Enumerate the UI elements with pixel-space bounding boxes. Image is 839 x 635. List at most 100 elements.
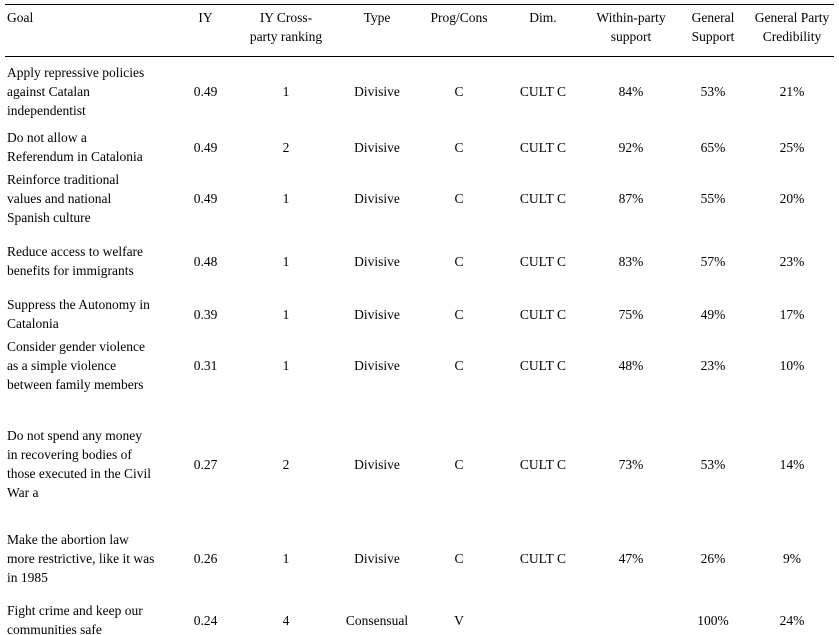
column-header-within-party-support: Within-party support bbox=[596, 10, 666, 44]
cell-goal: Reinforce traditional values and nationa… bbox=[7, 172, 120, 225]
cell-general-support: 55% bbox=[700, 191, 726, 206]
cell-prog-cons: C bbox=[454, 84, 464, 99]
cell-iy: 0.39 bbox=[193, 306, 218, 322]
cell-general-party-credibility: 10% bbox=[779, 358, 805, 373]
cell-prog-cons: V bbox=[454, 612, 464, 628]
cell-type: Divisive bbox=[354, 84, 400, 99]
table-row: Do not spend any money in recovering bod… bbox=[5, 396, 834, 510]
cell-iy: 0.48 bbox=[193, 253, 218, 269]
cell-iy: 0.27 bbox=[193, 456, 218, 472]
cell-iy: 0.49 bbox=[193, 139, 218, 155]
cell-dim: CULT C bbox=[519, 253, 567, 269]
goals-data-table: Goal IY IY Cross- party ranking Type Pro… bbox=[5, 4, 834, 635]
column-header-general-party-credibility: General Party Credibility bbox=[754, 10, 830, 44]
table-row: Reduce access to welfare benefits for im… bbox=[5, 229, 834, 282]
cell-type: Divisive bbox=[354, 358, 400, 373]
cell-prog-cons: C bbox=[454, 139, 464, 155]
cell-iy-cross-party-ranking: 2 bbox=[282, 139, 290, 155]
cell-within-party-support: 92% bbox=[618, 139, 644, 155]
cell-iy: 0.24 bbox=[193, 612, 218, 628]
cell-goal: Do not spend any money in recovering bod… bbox=[7, 428, 151, 500]
header-row: Goal IY IY Cross- party ranking Type Pro… bbox=[5, 4, 834, 57]
table-row: Make the abortion law more restrictive, … bbox=[5, 510, 834, 589]
column-header-iy-cross-party-ranking: IY Cross- party ranking bbox=[249, 10, 323, 44]
cell-within-party-support: 47% bbox=[618, 551, 644, 566]
cell-general-party-credibility: 9% bbox=[783, 551, 801, 566]
cell-type: Divisive bbox=[354, 191, 400, 206]
cell-general-support: 26% bbox=[700, 551, 726, 566]
table-row: Apply repressive policies against Catala… bbox=[5, 57, 834, 125]
column-header-general-support: General Support bbox=[691, 10, 735, 44]
cell-goal: Reduce access to welfare benefits for im… bbox=[7, 244, 144, 278]
cell-dim: CULT C bbox=[519, 306, 567, 322]
cell-goal: Consider gender violence as a simple vio… bbox=[7, 339, 145, 392]
cell-prog-cons: C bbox=[454, 306, 464, 322]
cell-within-party-support: 75% bbox=[618, 306, 644, 322]
cell-dim bbox=[500, 589, 586, 635]
cell-type: Divisive bbox=[354, 551, 400, 566]
column-header-type: Type bbox=[363, 10, 391, 25]
cell-prog-cons: C bbox=[454, 456, 464, 472]
table-row: Fight crime and keep our communities saf… bbox=[5, 589, 834, 635]
cell-general-party-credibility: 20% bbox=[779, 191, 805, 206]
cell-within-party-support: 73% bbox=[618, 456, 644, 472]
cell-type: Divisive bbox=[354, 253, 400, 269]
cell-goal: Fight crime and keep our communities saf… bbox=[7, 603, 143, 635]
cell-type: Consensual bbox=[345, 612, 409, 628]
cell-iy: 0.49 bbox=[193, 191, 218, 206]
cell-general-party-credibility: 14% bbox=[779, 456, 805, 472]
cell-within-party-support: 48% bbox=[618, 358, 644, 373]
table-row: Reinforce traditional values and nationa… bbox=[5, 168, 834, 229]
cell-iy-cross-party-ranking: 4 bbox=[282, 612, 290, 628]
cell-iy-cross-party-ranking: 1 bbox=[282, 551, 290, 566]
cell-general-support: 49% bbox=[700, 306, 726, 322]
cell-prog-cons: C bbox=[454, 358, 464, 373]
cell-general-support: 65% bbox=[700, 139, 726, 155]
cell-iy-cross-party-ranking: 1 bbox=[282, 358, 290, 373]
cell-type: Divisive bbox=[354, 139, 400, 155]
cell-dim: CULT C bbox=[519, 456, 567, 472]
cell-type: Divisive bbox=[354, 456, 400, 472]
cell-general-support: 100% bbox=[697, 612, 729, 628]
column-header-prog-cons: Prog/Cons bbox=[430, 10, 488, 25]
cell-within-party-support bbox=[586, 589, 676, 635]
cell-general-support: 53% bbox=[700, 84, 726, 99]
cell-iy-cross-party-ranking: 1 bbox=[282, 191, 290, 206]
cell-iy-cross-party-ranking: 1 bbox=[282, 253, 290, 269]
cell-general-party-credibility: 17% bbox=[779, 306, 805, 322]
cell-iy-cross-party-ranking: 2 bbox=[282, 456, 290, 472]
cell-dim: CULT C bbox=[519, 139, 567, 155]
cell-general-support: 23% bbox=[700, 358, 726, 373]
cell-within-party-support: 84% bbox=[618, 84, 644, 99]
table-body: Apply repressive policies against Catala… bbox=[5, 57, 834, 635]
cell-dim: CULT C bbox=[519, 358, 567, 373]
cell-within-party-support: 87% bbox=[618, 191, 644, 206]
cell-goal: Do not allow a Referendum in Catalonia bbox=[7, 130, 143, 164]
cell-prog-cons: C bbox=[454, 253, 464, 269]
cell-type: Divisive bbox=[354, 306, 400, 322]
column-header-dim: Dim. bbox=[529, 10, 557, 25]
column-header-goal: Goal bbox=[7, 10, 34, 25]
cell-iy-cross-party-ranking: 1 bbox=[282, 306, 290, 322]
cell-general-party-credibility: 21% bbox=[779, 84, 805, 99]
cell-general-party-credibility: 25% bbox=[779, 139, 805, 155]
cell-dim: CULT C bbox=[519, 551, 567, 566]
cell-goal: Make the abortion law more restrictive, … bbox=[7, 532, 155, 585]
cell-iy: 0.26 bbox=[193, 551, 218, 566]
table-header: Goal IY IY Cross- party ranking Type Pro… bbox=[5, 4, 834, 57]
cell-prog-cons: C bbox=[454, 551, 464, 566]
cell-iy: 0.31 bbox=[193, 358, 218, 373]
cell-prog-cons: C bbox=[454, 191, 464, 206]
cell-iy-cross-party-ranking: 1 bbox=[282, 84, 290, 99]
cell-general-party-credibility: 24% bbox=[779, 612, 805, 628]
cell-general-party-credibility: 23% bbox=[779, 253, 805, 269]
cell-general-support: 53% bbox=[700, 456, 726, 472]
cell-dim: CULT C bbox=[519, 84, 567, 99]
cell-general-support: 57% bbox=[700, 253, 726, 269]
cell-dim: CULT C bbox=[519, 191, 567, 206]
table-row: Consider gender violence as a simple vio… bbox=[5, 335, 834, 396]
column-header-iy: IY bbox=[198, 10, 213, 25]
cell-iy: 0.49 bbox=[193, 84, 218, 99]
table-row: Do not allow a Referendum in Catalonia 0.… bbox=[5, 124, 834, 168]
